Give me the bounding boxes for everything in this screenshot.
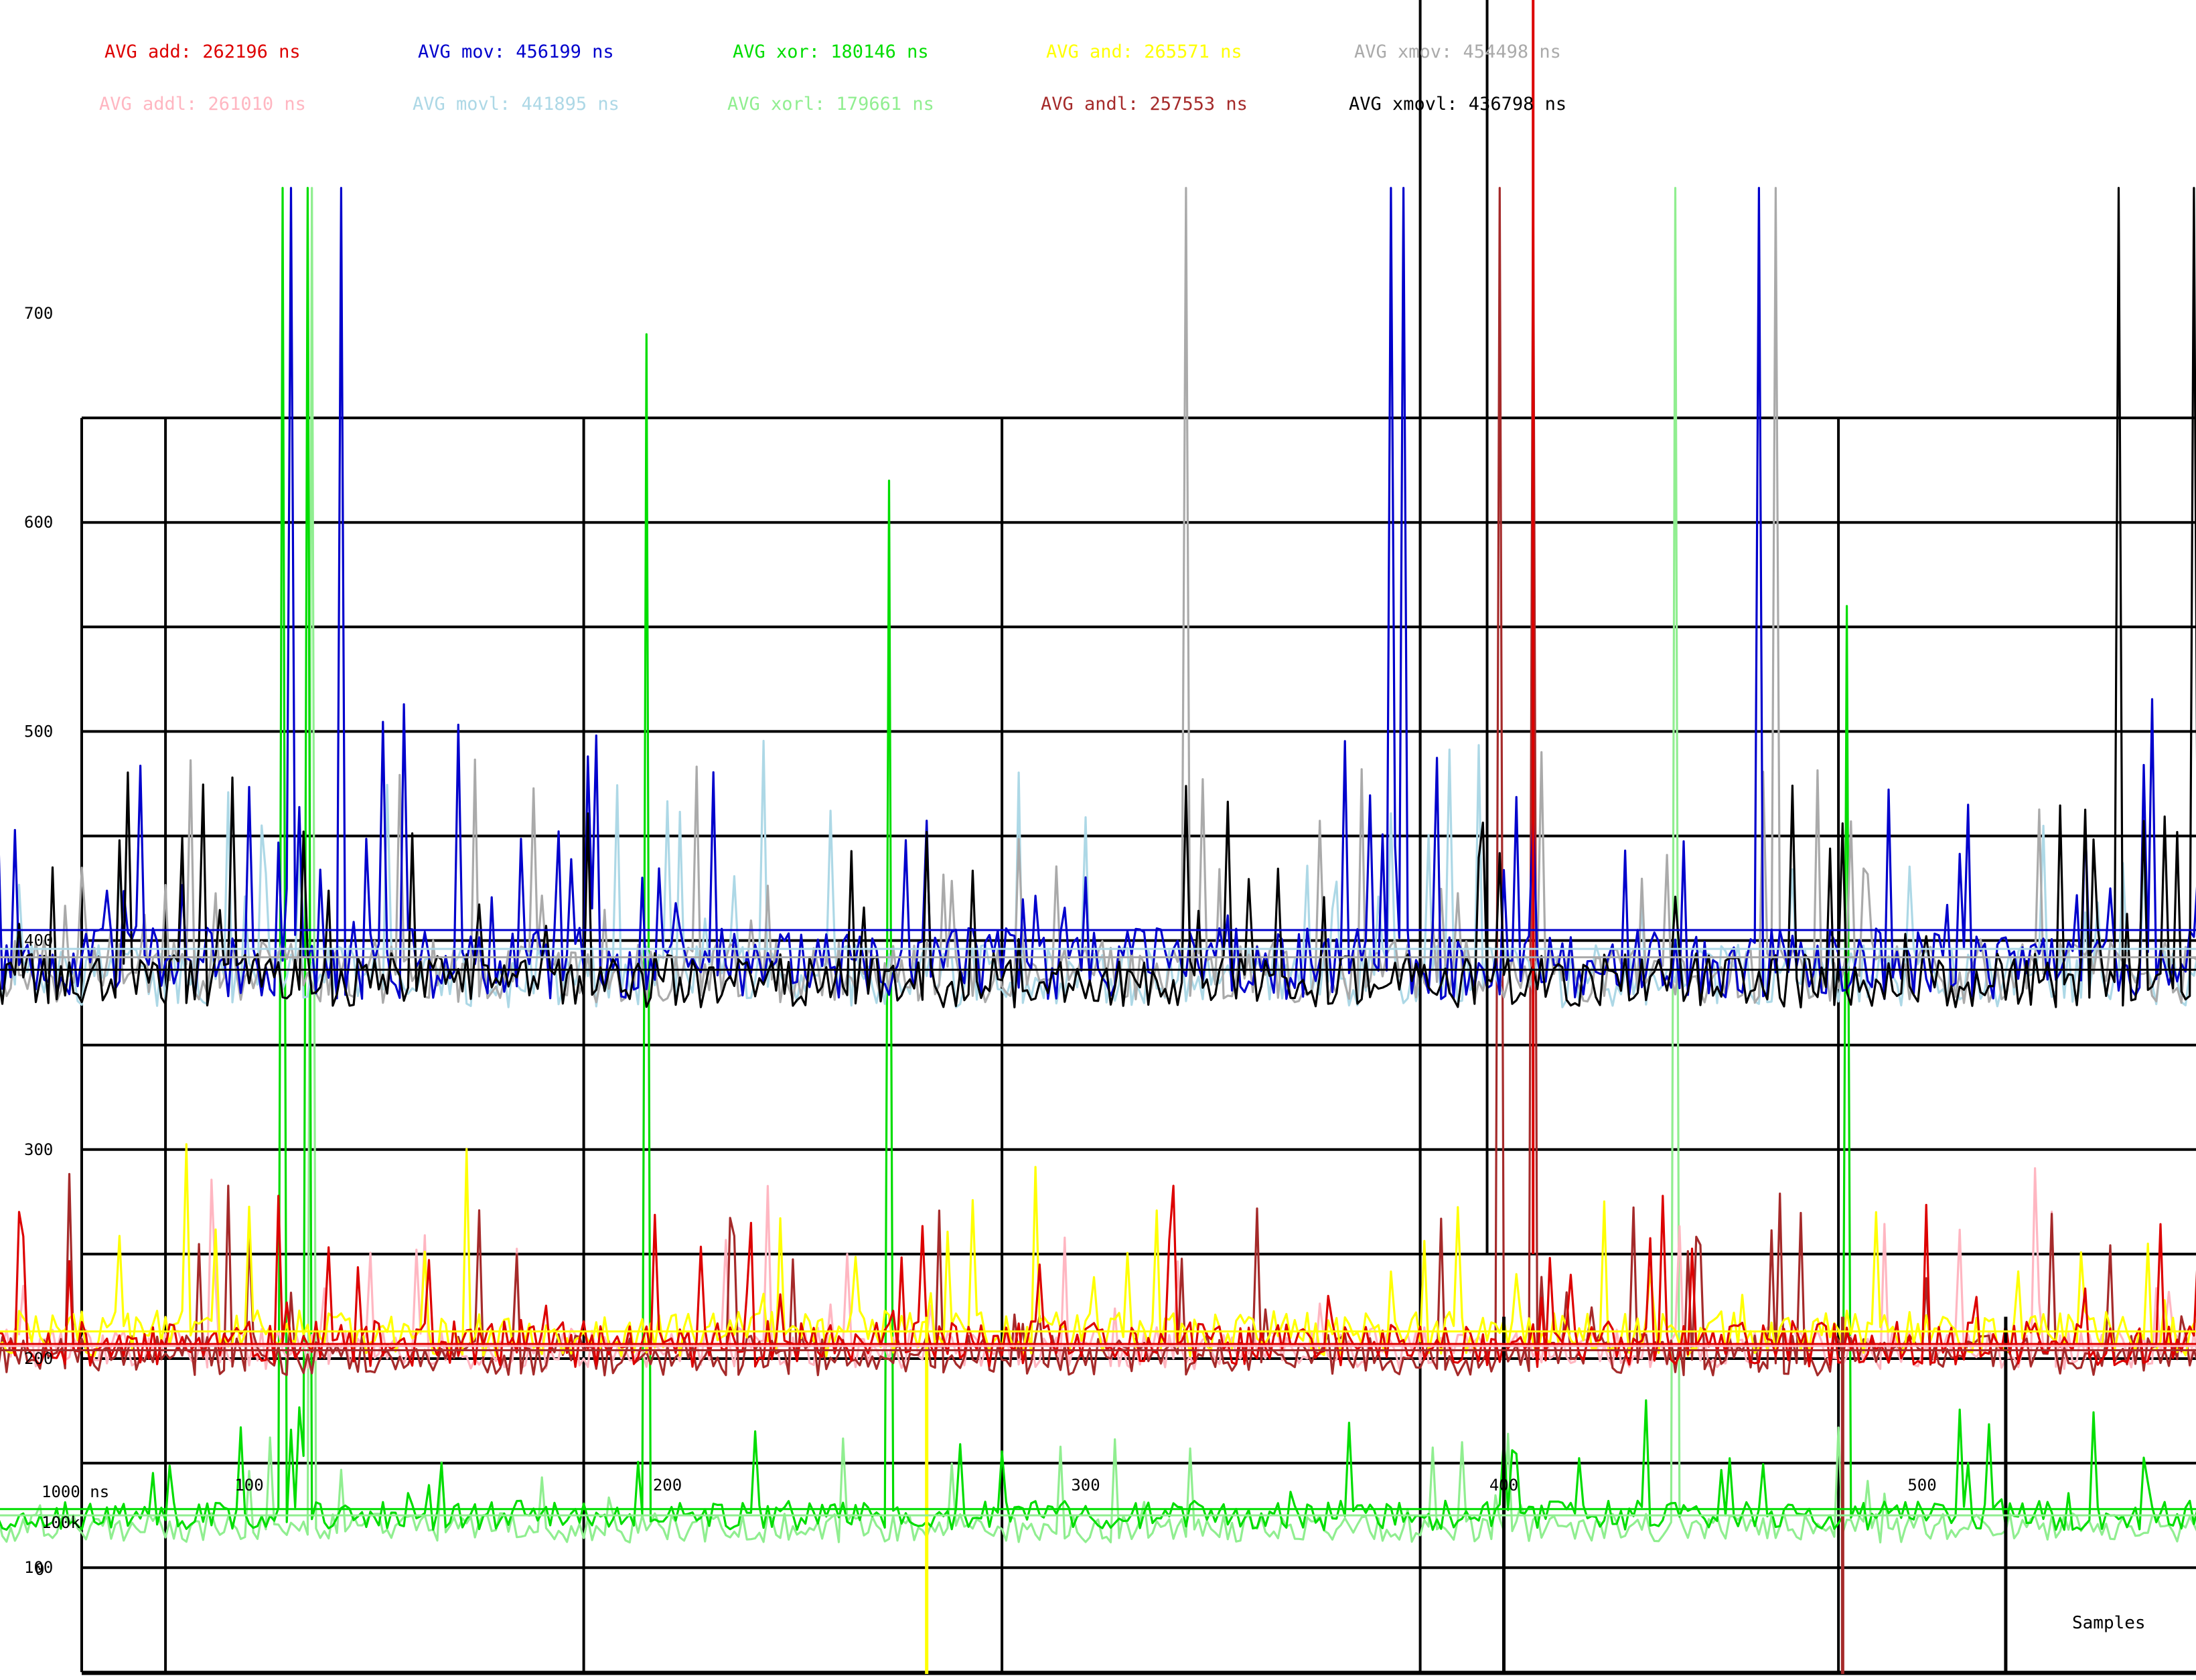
y-tick-label: 600 (24, 513, 53, 532)
y-tick-label: 200 (24, 1349, 53, 1368)
legend-entry-addl: AVG addl: 261010 ns (99, 94, 306, 114)
x-tick-label: 400 (1489, 1476, 1518, 1495)
legend-entry-xmov: AVG xmov: 454498 ns (1354, 42, 1561, 62)
legend-entry-andl: AVG andl: 257553 ns (1041, 94, 1248, 114)
y-tick-label: 400 (24, 931, 53, 950)
legend-entry-xmovl: AVG xmovl: 436798 ns (1349, 94, 1566, 114)
grid-layer (80, 416, 2196, 1675)
y-scale-note: 1000 ns (42, 1482, 109, 1501)
x-tick-label: 500 (1907, 1476, 1936, 1495)
y-zero-label: 0 (35, 1560, 44, 1579)
legend-entry-mov: AVG mov: 456199 ns (418, 42, 614, 62)
x-tick-label: 300 (1071, 1476, 1100, 1495)
series-line-xmov (0, 187, 2196, 1004)
y-tick-label: 700 (24, 304, 53, 323)
series-line-andl (0, 187, 2196, 1377)
series-line-xmovl (0, 187, 2196, 1008)
series-line-addl (0, 1167, 2196, 1371)
series-line-and (0, 1143, 2196, 1358)
legend-entry-xor: AVG xor: 180146 ns (733, 42, 929, 62)
y-tick-label: 300 (24, 1140, 53, 1159)
avg-layer (0, 929, 2196, 1517)
y-tick-label: 100 (24, 1558, 53, 1577)
y-tick-label: 500 (24, 722, 53, 741)
y-scale-secondary: 100k (42, 1513, 80, 1532)
x-tick-label: 100 (234, 1476, 263, 1495)
legend-layer: AVG add: 262196 ns AVG mov: 456199 ns AVG … (99, 42, 1566, 114)
series-line-movl (0, 739, 2196, 1008)
legend-entry-movl: AVG movl: 441895 ns (413, 94, 619, 114)
legend-entry-xorl: AVG xorl: 179661 ns (727, 94, 934, 114)
x-axis-label: Samples (2072, 1613, 2146, 1633)
legend-entry-add: AVG add: 262196 ns (104, 42, 301, 62)
legend-entry-and: AVG and: 265571 ns (1046, 42, 1242, 62)
series-line-mov (0, 187, 2196, 1000)
axis-layer: 7006005004003002001001002003004005006007… (24, 304, 2146, 1633)
x-tick-label: 200 (653, 1476, 682, 1495)
